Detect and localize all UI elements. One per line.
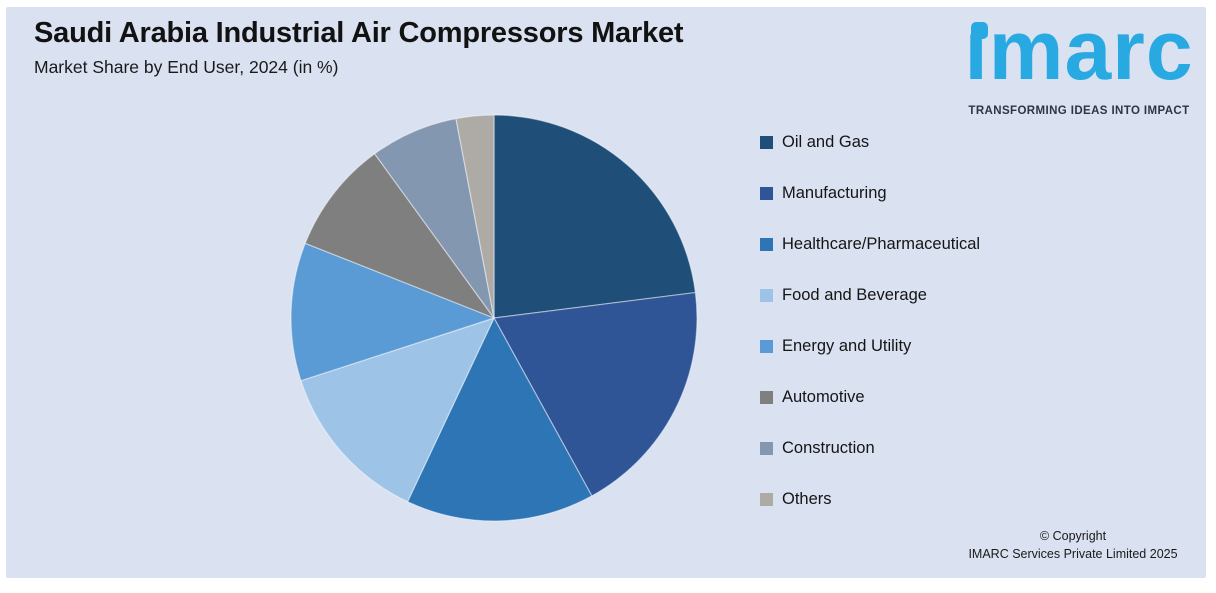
- legend-swatch: [760, 136, 773, 149]
- legend-label: Others: [782, 490, 832, 508]
- pie-slice: [300, 317, 495, 503]
- pie-slice: [374, 118, 495, 319]
- pie-slice: [290, 242, 495, 382]
- legend-item: Food and Beverage: [760, 286, 980, 304]
- legend-label: Manufacturing: [782, 184, 887, 202]
- pie-slice: [493, 291, 698, 497]
- legend-item: Oil and Gas: [760, 133, 980, 151]
- chart-legend: Oil and Gas Manufacturing Healthcare/Pha…: [760, 133, 981, 508]
- legend-swatch: [760, 340, 773, 353]
- legend-item: Manufacturing: [760, 184, 980, 202]
- copyright-line2: IMARC Services Private Limited 2025: [968, 547, 1178, 562]
- pie-slice: [455, 114, 495, 319]
- page-title: Saudi Arabia Industrial Air Compressors …: [34, 17, 684, 49]
- legend-swatch: [760, 187, 773, 200]
- logo-dot-icon: [971, 22, 988, 39]
- copyright-line1: © Copyright: [1039, 529, 1107, 543]
- pie-chart: [290, 114, 698, 522]
- legend-item: Construction: [760, 439, 980, 457]
- legend-label: Construction: [782, 439, 875, 457]
- legend-item: Others: [760, 490, 980, 508]
- pie-slice: [493, 114, 696, 319]
- chart-header: Saudi Arabia Industrial Air Compressors …: [34, 17, 684, 78]
- legend-label: Healthcare/Pharmaceutical: [782, 235, 981, 253]
- legend-swatch: [760, 493, 773, 506]
- legend-swatch: [760, 442, 773, 455]
- page-subtitle: Market Share by End User, 2024 (in %): [34, 57, 339, 77]
- pie-slice: [406, 317, 593, 522]
- legend-label: Food and Beverage: [782, 286, 927, 304]
- legend-item: Energy and Utility: [760, 337, 980, 355]
- legend-label: Oil and Gas: [782, 133, 870, 151]
- legend-swatch: [760, 289, 773, 302]
- logo-wordmark: ımarc: [964, 3, 1194, 97]
- copyright: © Copyright IMARC Services Private Limit…: [940, 527, 1206, 563]
- chart-panel: Saudi Arabia Industrial Air Compressors …: [6, 3, 1206, 578]
- logo-tagline: TRANSFORMING IDEAS INTO IMPACT: [968, 105, 1190, 117]
- pie-slice: [304, 153, 495, 319]
- legend-item: Healthcare/Pharmaceutical: [760, 235, 981, 253]
- legend-item: Automotive: [760, 388, 980, 406]
- legend-label: Energy and Utility: [782, 337, 912, 355]
- legend-swatch: [760, 391, 773, 404]
- legend-label: Automotive: [782, 388, 865, 406]
- legend-swatch: [760, 238, 773, 251]
